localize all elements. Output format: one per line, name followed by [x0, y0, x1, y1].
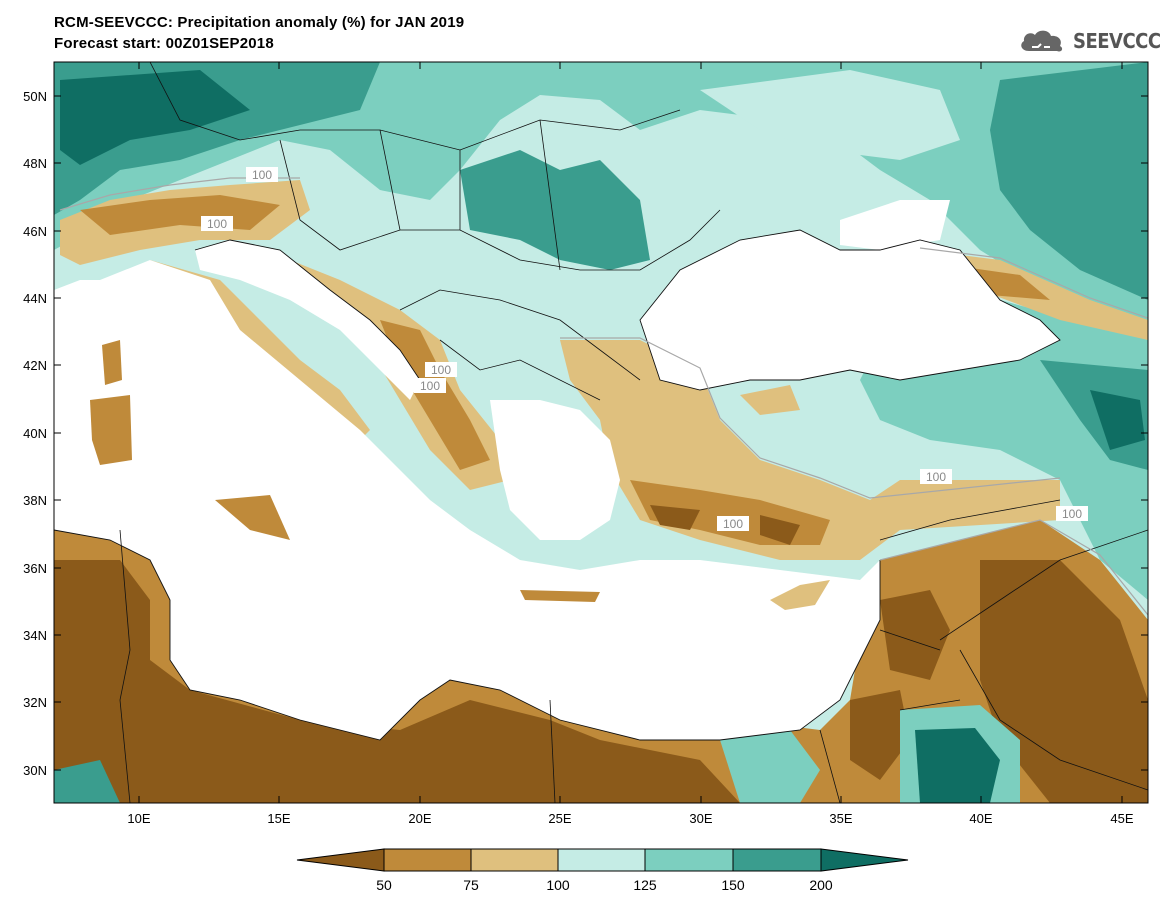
lat-tick-label: 34N [23, 628, 47, 643]
wet-sinai [720, 730, 820, 803]
colorbar-label: 50 [376, 877, 392, 893]
logo-text: SEEVCCC [1073, 29, 1161, 53]
map-title: RCM-SEEVCCC: Precipitation anomaly (%) f… [54, 14, 465, 31]
contour-label: 100 [252, 168, 272, 182]
contour-label: 100 [926, 470, 946, 484]
wet-light-ukraine [700, 70, 960, 160]
dry-light-central-turkey [740, 385, 800, 415]
lat-tick-label: 38N [23, 493, 47, 508]
seevccc-logo: SEEVCCC [1017, 27, 1161, 55]
contour-label: 100 [1062, 507, 1082, 521]
lon-tick-label: 20E [408, 811, 431, 826]
lat-tick-label: 44N [23, 291, 47, 306]
dry-dark-turkey-e [760, 515, 800, 545]
dry-dark-syria [880, 590, 950, 680]
dry-dark-iraq [980, 560, 1148, 803]
cyprus [770, 580, 830, 610]
longitude-axis: 10E 15E 20E 25E 30E 35E 40E 45E [127, 62, 1134, 826]
wet-dark-arabia [915, 728, 1000, 803]
cloud-icon [1021, 30, 1063, 52]
lon-tick-label: 10E [127, 811, 150, 826]
contour-label: 100 [431, 363, 451, 377]
lat-tick-label: 50N [23, 89, 47, 104]
lat-tick-label: 30N [23, 763, 47, 778]
sicily [215, 495, 290, 540]
lon-tick-label: 40E [969, 811, 992, 826]
wet-dark-germany [60, 70, 250, 165]
colorbar-segment [557, 848, 646, 872]
colorbar [296, 848, 909, 872]
colorbar-segment [470, 848, 559, 872]
contour-labels: 100 100 100 100 100 100 100 [201, 167, 1088, 531]
wet-dark-caucasus [1090, 390, 1145, 450]
lon-tick-label: 30E [689, 811, 712, 826]
colorbar-segment [732, 848, 822, 872]
map-field [54, 62, 1148, 803]
black-sea [640, 230, 1060, 390]
colorbar-labels: 50 75 100 125 150 200 [376, 877, 833, 893]
lat-tick-label: 36N [23, 561, 47, 576]
corsica [102, 340, 122, 385]
colorbar-label: 125 [633, 877, 657, 893]
contour-label: 100 [420, 379, 440, 393]
colorbar-label: 100 [546, 877, 570, 893]
contour-label: 100 [207, 217, 227, 231]
colorbar-segment [820, 848, 909, 872]
colorbar-segment [296, 848, 385, 872]
lat-tick-label: 40N [23, 426, 47, 441]
wet-sw-corner [54, 760, 120, 803]
azov-sea [840, 200, 950, 250]
colorbar-segment [644, 848, 734, 872]
aegean-sea [490, 400, 620, 540]
lat-tick-label: 42N [23, 358, 47, 373]
dry-adriatic [380, 320, 490, 470]
lat-tick-label: 46N [23, 224, 47, 239]
forecast-start-label: Forecast start: 00Z01SEP2018 [54, 35, 274, 52]
dry-dark-jordan [850, 690, 910, 780]
country-borders [119, 62, 1148, 803]
contour-label: 100 [723, 517, 743, 531]
adriatic-sea [195, 240, 420, 400]
dry-dark-libya-egypt [54, 560, 740, 803]
sardinia [90, 395, 132, 465]
coastlines [54, 229, 1061, 741]
lon-tick-label: 35E [829, 811, 852, 826]
lon-tick-label: 25E [548, 811, 571, 826]
wet-mid-carpathians [460, 150, 650, 270]
wet-mid-russia [990, 62, 1148, 300]
lon-tick-label: 45E [1110, 811, 1133, 826]
dry-dark-turkey-w [650, 505, 700, 530]
lat-tick-label: 32N [23, 695, 47, 710]
colorbar-segment [383, 848, 472, 872]
lat-tick-label: 48N [23, 156, 47, 171]
colorbar-label: 200 [809, 877, 833, 893]
mediterranean-sea [54, 260, 880, 740]
latitude-axis: 50N 48N 46N 44N 42N 40N 38N 36N 34N 32N … [23, 89, 1148, 778]
colorbar-label: 75 [463, 877, 479, 893]
crete [520, 590, 600, 602]
colorbar-label: 150 [721, 877, 745, 893]
lon-tick-label: 15E [267, 811, 290, 826]
